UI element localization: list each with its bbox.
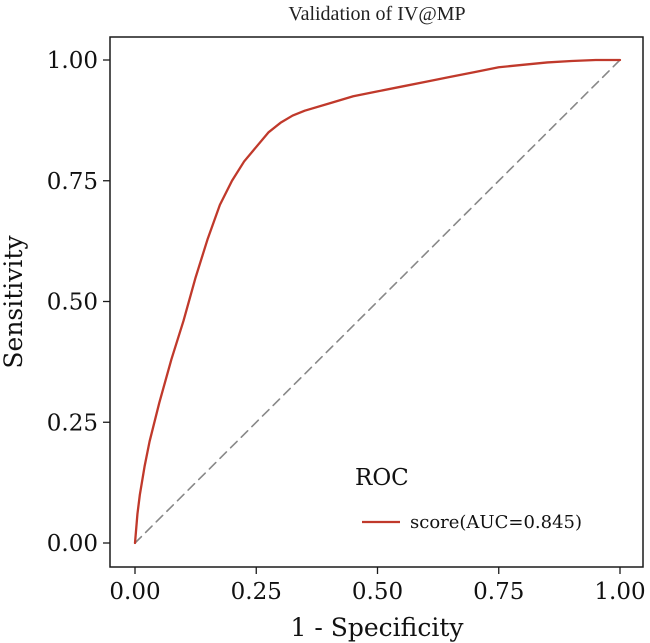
y-tick-label: 0.00 <box>47 531 98 557</box>
chart-title: Validation of IV@MP <box>288 3 465 25</box>
x-tick-label: 0.50 <box>352 579 403 605</box>
series-layer <box>133 58 622 545</box>
x-tick-label: 0.25 <box>231 579 282 605</box>
plot-frame <box>109 36 644 568</box>
x-axis-label: 1 - Specificity <box>290 613 464 642</box>
x-tick-label: 0.00 <box>109 579 160 605</box>
legend: ROC score(AUC=0.845) <box>355 465 582 533</box>
x-tick-label: 0.75 <box>473 579 524 605</box>
roc-curve-score <box>133 58 622 545</box>
y-tick-label: 0.50 <box>47 290 98 316</box>
reference-diagonal-line <box>134 59 621 544</box>
y-axis-label: Sensitivity <box>0 235 28 369</box>
legend-title: ROC <box>355 465 409 491</box>
x-tick-label: 1.00 <box>594 579 645 605</box>
y-tick-label: 0.25 <box>47 410 98 436</box>
ticks-layer: 0.00 0.25 0.50 0.75 1.00 0.00 0.25 0.50 0.75 1.00 <box>47 48 646 605</box>
y-tick-label: 1.00 <box>47 48 98 74</box>
y-tick-label: 0.75 <box>47 169 98 195</box>
legend-label-score: score(AUC=0.845) <box>410 512 582 533</box>
